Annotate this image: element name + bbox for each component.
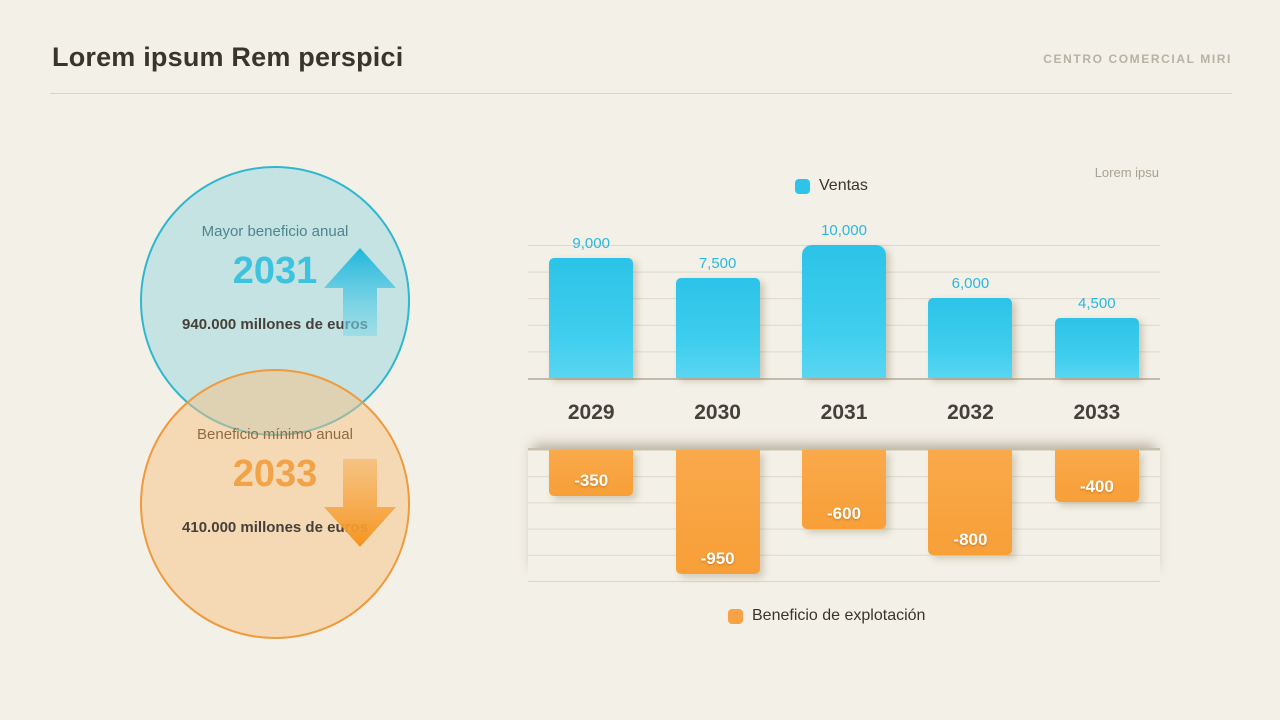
- ventas-value-label: 10,000: [821, 222, 867, 239]
- legend-ventas: Ventas: [795, 177, 868, 195]
- ventas-bar-cell: 4,500: [1034, 245, 1160, 378]
- beneficio-bar-cell: -950: [654, 450, 780, 581]
- x-axis-label: 2029: [567, 401, 615, 424]
- ventas-bar-cell: 10,000: [781, 222, 907, 378]
- ventas-bar: [549, 258, 634, 378]
- arrow-down-icon: [324, 459, 396, 547]
- ventas-bar-cell: 9,000: [528, 235, 654, 378]
- page-title: Lorem ipsum Rem perspici: [52, 42, 404, 72]
- x-axis-label: 2031: [820, 401, 868, 424]
- highlight-min-year: 2033: [232, 453, 318, 495]
- highlight-max-value: 940.000 millones de euros: [182, 316, 368, 333]
- highlight-min-label: Beneficio mínimo anual: [197, 426, 353, 443]
- brand-text: CENTRO COMERCIAL MIRI: [1043, 52, 1232, 66]
- beneficio-swatch: [728, 608, 743, 624]
- beneficio-value-label: -350: [574, 471, 609, 490]
- beneficio-bar: -800: [928, 450, 1013, 555]
- x-axis-labels: 2029 2030 2031 2032 2033: [528, 392, 1160, 434]
- arrow-up-icon: [324, 248, 396, 336]
- legend-beneficio: Beneficio de explotación: [728, 607, 925, 625]
- beneficio-plot: -350 -950 -600 -800 -400: [528, 448, 1160, 582]
- ventas-bar: [675, 278, 760, 378]
- beneficio-value-label: -800: [953, 530, 988, 549]
- ventas-bar: [802, 245, 887, 378]
- ventas-value-label: 4,500: [1078, 295, 1116, 312]
- beneficio-bar: -350: [549, 450, 634, 496]
- ventas-value-label: 7,500: [698, 255, 737, 272]
- x-axis-label: 2030: [694, 401, 741, 424]
- ventas-bar: [928, 298, 1013, 378]
- beneficio-value-label: -950: [700, 549, 735, 568]
- header-divider: [50, 93, 1232, 94]
- x-axis-label: 2033: [1073, 401, 1121, 424]
- highlight-min-value: 410.000 millones de euros: [182, 519, 368, 536]
- beneficio-bar: -600: [802, 450, 887, 529]
- ventas-value-label: 9,000: [572, 235, 610, 252]
- ventas-bar-cell: 6,000: [907, 245, 1033, 378]
- beneficio-bar: -950: [675, 450, 760, 574]
- ventas-bar: [1054, 318, 1139, 378]
- beneficio-value-label: -600: [827, 504, 862, 523]
- beneficio-bar-cell: -600: [781, 450, 907, 581]
- x-axis-label: 2032: [947, 401, 994, 424]
- highlight-max-year: 2031: [232, 250, 318, 292]
- ventas-swatch: [795, 178, 810, 194]
- beneficio-legend-label: Beneficio de explotación: [752, 607, 926, 624]
- chart-note: Lorem ipsu: [1094, 165, 1159, 180]
- ventas-plot: 9,000 7,500 10,000 6,000 4,500: [528, 222, 1160, 380]
- ventas-bar-cell: 7,500: [654, 245, 780, 378]
- ventas-legend-label: Ventas: [819, 177, 868, 194]
- beneficio-bar-cell: -800: [907, 450, 1033, 581]
- beneficio-bar: -400: [1054, 450, 1139, 502]
- beneficio-bar-cell: -400: [1034, 450, 1160, 581]
- highlight-min-card: Beneficio mínimo anual 2033 410.000 mill…: [140, 369, 410, 639]
- highlight-max-label: Mayor beneficio anual: [201, 223, 349, 240]
- beneficio-value-label: -400: [1079, 477, 1114, 496]
- beneficio-bar-cell: -350: [528, 450, 654, 581]
- ventas-value-label: 6,000: [951, 275, 990, 292]
